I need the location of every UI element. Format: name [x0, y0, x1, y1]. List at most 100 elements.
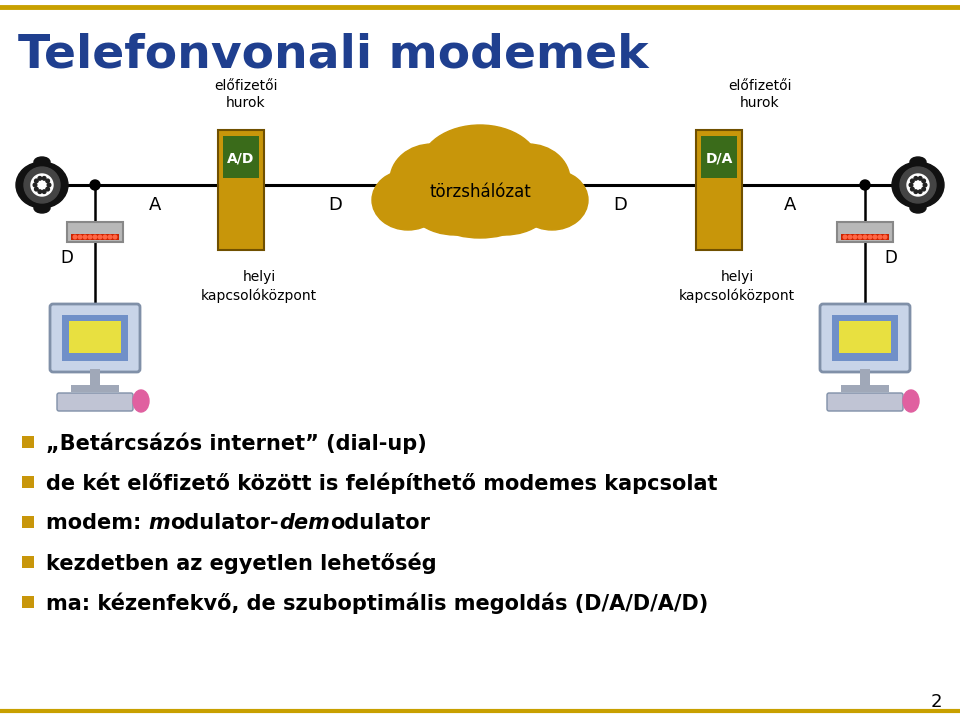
Text: D/A: D/A: [706, 151, 732, 165]
Circle shape: [863, 236, 867, 239]
Text: A/D: A/D: [228, 151, 254, 165]
Circle shape: [883, 236, 887, 239]
Circle shape: [38, 177, 41, 180]
Ellipse shape: [133, 390, 149, 412]
Ellipse shape: [486, 144, 570, 216]
Ellipse shape: [910, 157, 926, 167]
Circle shape: [853, 236, 856, 239]
Circle shape: [878, 236, 882, 239]
Circle shape: [38, 190, 41, 193]
Bar: [839, 321, 891, 353]
Circle shape: [46, 187, 50, 191]
Bar: [22, 556, 34, 568]
Bar: [841, 234, 889, 240]
Text: A: A: [149, 196, 161, 214]
Circle shape: [35, 179, 38, 182]
Bar: [71, 234, 119, 240]
Bar: [701, 136, 737, 178]
Bar: [218, 130, 264, 250]
Bar: [69, 321, 121, 353]
Circle shape: [31, 174, 53, 196]
Ellipse shape: [420, 125, 540, 209]
Text: helyi
kapcsolóközpont: helyi kapcsolóközpont: [679, 270, 795, 303]
Circle shape: [868, 236, 872, 239]
Bar: [841, 385, 889, 392]
Bar: [696, 130, 742, 250]
Bar: [67, 222, 123, 242]
Bar: [22, 436, 34, 448]
Circle shape: [73, 236, 77, 239]
Circle shape: [113, 236, 117, 239]
Text: D: D: [884, 249, 898, 267]
Circle shape: [93, 236, 97, 239]
Circle shape: [843, 236, 847, 239]
FancyBboxPatch shape: [820, 304, 910, 372]
Bar: [223, 136, 259, 178]
Circle shape: [104, 236, 107, 239]
Circle shape: [874, 236, 876, 239]
Text: D: D: [60, 249, 73, 267]
Text: ma: kézenfekvő, de szuboptimális megoldás (D/A/D/A/D): ma: kézenfekvő, de szuboptimális megoldá…: [46, 592, 708, 614]
Text: „Betárcsázós internet” (dial-up): „Betárcsázós internet” (dial-up): [46, 432, 427, 454]
Bar: [837, 222, 893, 242]
Ellipse shape: [516, 170, 588, 230]
Text: D: D: [328, 196, 342, 214]
FancyBboxPatch shape: [57, 393, 133, 411]
Ellipse shape: [903, 390, 919, 412]
Bar: [860, 369, 870, 385]
Ellipse shape: [422, 170, 538, 238]
Text: A: A: [783, 196, 796, 214]
Circle shape: [910, 179, 914, 182]
Circle shape: [910, 187, 914, 191]
Circle shape: [909, 183, 913, 187]
Circle shape: [900, 167, 936, 203]
Ellipse shape: [455, 159, 555, 235]
Bar: [90, 369, 100, 385]
Circle shape: [98, 236, 102, 239]
Text: de két előfizető között is felépíthető modemes kapcsolat: de két előfizető között is felépíthető m…: [46, 472, 717, 494]
Circle shape: [922, 187, 925, 191]
Ellipse shape: [372, 170, 444, 230]
Circle shape: [78, 236, 82, 239]
Circle shape: [858, 236, 862, 239]
Bar: [62, 315, 128, 361]
Circle shape: [922, 179, 925, 182]
Circle shape: [88, 236, 92, 239]
Ellipse shape: [405, 159, 505, 235]
Ellipse shape: [892, 162, 944, 208]
Circle shape: [24, 167, 60, 203]
Bar: [832, 315, 898, 361]
Text: modem:: modem:: [46, 513, 149, 533]
Ellipse shape: [34, 157, 50, 167]
Circle shape: [919, 177, 922, 180]
Circle shape: [84, 236, 86, 239]
Circle shape: [42, 177, 46, 180]
Ellipse shape: [910, 203, 926, 213]
Circle shape: [108, 236, 111, 239]
Bar: [22, 596, 34, 608]
Circle shape: [860, 180, 870, 190]
Text: odulator-: odulator-: [170, 513, 279, 533]
Circle shape: [914, 190, 918, 193]
Circle shape: [34, 183, 36, 187]
Text: törzshálózat: törzshálózat: [429, 183, 531, 201]
Text: helyi
kapcsolóközpont: helyi kapcsolóközpont: [201, 270, 317, 303]
Text: dem: dem: [279, 513, 330, 533]
Circle shape: [42, 190, 46, 193]
Bar: [22, 476, 34, 488]
Text: előfizetői
hurok: előfizetői hurok: [214, 79, 277, 110]
Circle shape: [46, 179, 50, 182]
Text: előfizetői
hurok: előfizetői hurok: [729, 79, 792, 110]
Circle shape: [849, 236, 852, 239]
Circle shape: [914, 177, 918, 180]
Circle shape: [47, 183, 51, 187]
Text: 2: 2: [930, 693, 942, 711]
Circle shape: [90, 180, 100, 190]
Circle shape: [924, 183, 926, 187]
Text: D: D: [613, 196, 627, 214]
Text: m: m: [149, 513, 170, 533]
Circle shape: [919, 190, 922, 193]
Text: odulator: odulator: [330, 513, 430, 533]
Ellipse shape: [16, 162, 68, 208]
Text: Telefonvonali modemek: Telefonvonali modemek: [18, 32, 649, 78]
